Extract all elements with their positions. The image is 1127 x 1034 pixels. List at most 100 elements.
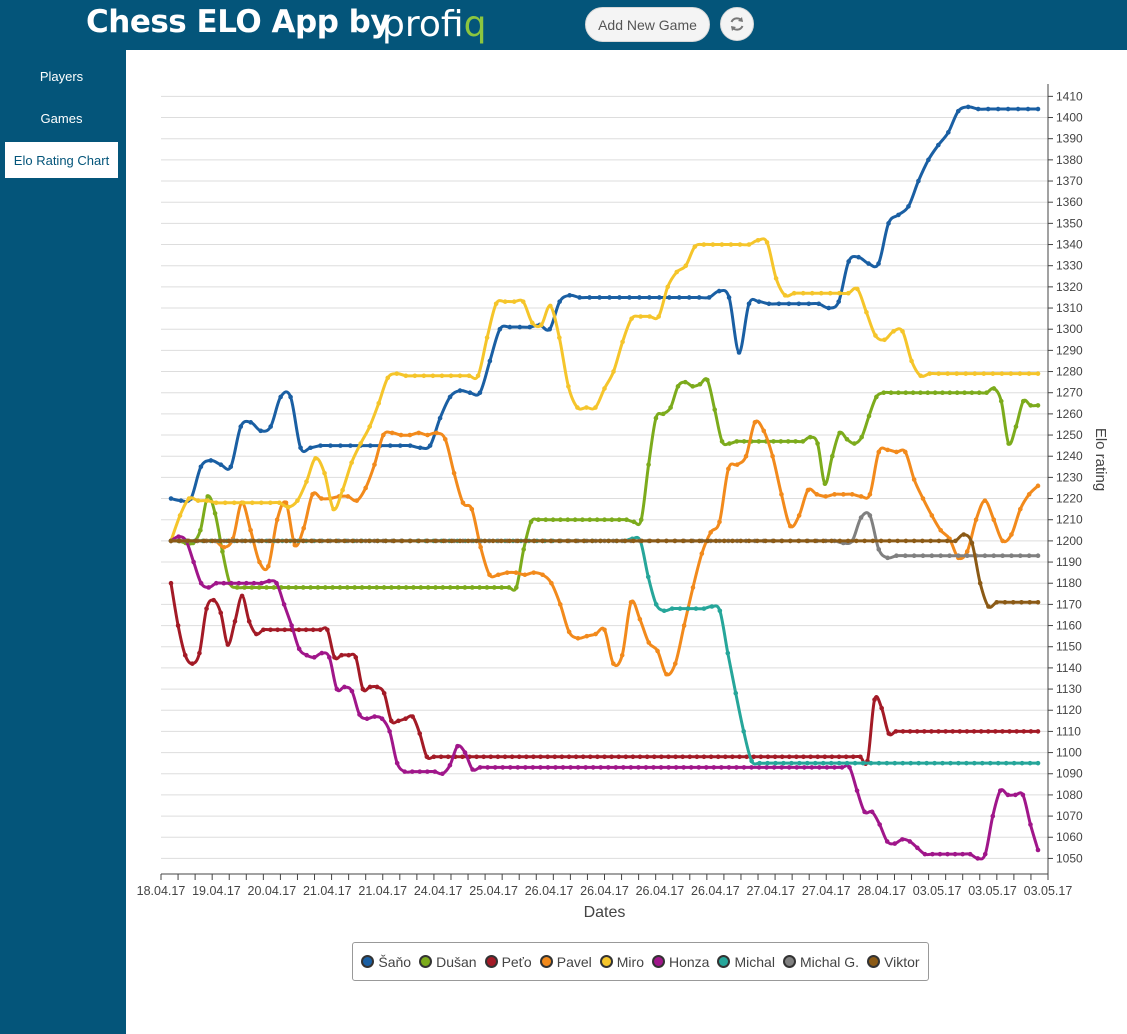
data-point-honza (304, 652, 310, 658)
data-point-miro (737, 242, 743, 247)
y-tick-label: 1080 (1056, 788, 1083, 802)
data-point-miro (358, 441, 363, 446)
data-point-pavel (628, 599, 634, 605)
legend-item-viktor[interactable]: Viktor (867, 954, 920, 970)
data-point-viktor (961, 532, 966, 537)
data-point-miro (222, 500, 228, 506)
data-point-michal (1011, 760, 1017, 766)
data-point-pe-o (239, 593, 245, 599)
y-tick-label: 1150 (1056, 640, 1082, 654)
data-point-michal (1003, 760, 1009, 766)
data-point--a-o (208, 458, 214, 463)
legend-label: Miro (616, 953, 644, 970)
sidebar: Players Games Elo Rating Chart (0, 50, 126, 1034)
legend-item-pe-o[interactable]: Peťo (484, 953, 532, 970)
refresh-button[interactable] (720, 7, 754, 41)
data-point-miro (701, 242, 707, 247)
data-point-du-an (521, 547, 526, 552)
data-point-miro (746, 242, 752, 247)
data-point-du-an (874, 394, 879, 400)
data-point-viktor (895, 538, 900, 544)
sidebar-item-players[interactable]: Players (39, 68, 84, 84)
legend-item-michal[interactable]: Michal (717, 954, 775, 970)
data-point-honza (673, 765, 679, 770)
data-point-du-an (359, 585, 365, 590)
legend-item--a-o[interactable]: Šaňo (361, 954, 411, 970)
legend-swatch (782, 955, 796, 968)
data-point-miro (683, 263, 689, 268)
data-point-viktor (911, 538, 917, 544)
data-point-du-an (793, 439, 798, 444)
data-point-pavel (708, 530, 713, 535)
series-line-viktor (170, 533, 1038, 609)
data-point-miro (457, 373, 463, 379)
data-point-du-an (954, 390, 960, 396)
data-point-pavel (274, 517, 280, 523)
data-point--a-o (766, 301, 772, 307)
legend-item-michal-g-[interactable]: Michal G. (782, 954, 859, 970)
sidebar-item-elo-rating-chart[interactable]: Elo Rating Chart (5, 142, 118, 178)
data-point-pe-o (587, 754, 593, 760)
data-point--a-o (527, 324, 533, 330)
data-point-honza (945, 851, 950, 857)
data-point-pavel (584, 633, 590, 639)
data-point-viktor (193, 538, 199, 544)
data-point-michal (693, 606, 699, 611)
data-point-honza (236, 580, 242, 586)
data-point-pavel (549, 580, 554, 586)
data-point-pavel (849, 492, 855, 497)
data-point-michal (964, 760, 969, 766)
data-point-pe-o (211, 597, 216, 603)
legend-label: Šaňo (378, 953, 412, 970)
legend-item-honza[interactable]: Honza (652, 954, 709, 970)
sidebar-item-games[interactable]: Games (40, 110, 83, 126)
refresh-icon (730, 17, 744, 31)
data-point-viktor (862, 538, 867, 544)
data-point-pe-o (381, 691, 387, 696)
legend-swatch (361, 955, 375, 968)
legend-item-pavel[interactable]: Pavel (539, 954, 592, 970)
data-point-miro (204, 498, 210, 503)
data-point-pe-o (197, 650, 202, 656)
data-point-honza (967, 851, 973, 857)
data-point-honza (832, 765, 837, 770)
add-new-game-button[interactable]: Add New Game (585, 7, 710, 42)
data-point-viktor (581, 538, 587, 544)
data-point-viktor (672, 538, 677, 544)
data-point--a-o (666, 295, 672, 300)
data-point-viktor (391, 538, 397, 544)
data-point-miro (448, 373, 454, 379)
data-point--a-o (637, 295, 642, 300)
data-point-du-an (910, 390, 916, 396)
y-tick-label: 1180 (1056, 576, 1082, 590)
legend-item-du-an[interactable]: Dušan (419, 954, 477, 970)
data-point-pavel (885, 447, 890, 453)
data-point-viktor (969, 540, 975, 546)
data-point-michal (892, 760, 898, 766)
data-point-michal (908, 760, 914, 766)
legend-label: Peťo (501, 953, 532, 970)
data-point-pe-o (559, 754, 565, 760)
data-point-viktor (986, 604, 991, 609)
data-point--a-o (906, 204, 911, 209)
data-point-michal (940, 760, 945, 766)
data-point-viktor (358, 538, 364, 544)
data-point--a-o (577, 295, 582, 300)
legend-item-miro[interactable]: Miro (599, 953, 644, 970)
data-point-viktor (399, 538, 405, 544)
data-point-viktor (614, 538, 620, 544)
data-point-pavel (487, 572, 492, 578)
data-point-du-an (800, 439, 806, 444)
data-point-pe-o (786, 754, 792, 760)
data-point-pavel (796, 513, 802, 518)
data-point-michal (653, 602, 659, 607)
data-point-honza (296, 646, 302, 652)
data-point-michal (932, 760, 937, 766)
data-point-michal (789, 760, 794, 766)
data-point-honza (515, 765, 521, 770)
data-point-honza (809, 765, 815, 770)
data-point-miro (891, 329, 896, 334)
data-point-pe-o (822, 754, 828, 760)
data-point-du-an (653, 415, 659, 421)
data-point-michal (916, 760, 921, 766)
